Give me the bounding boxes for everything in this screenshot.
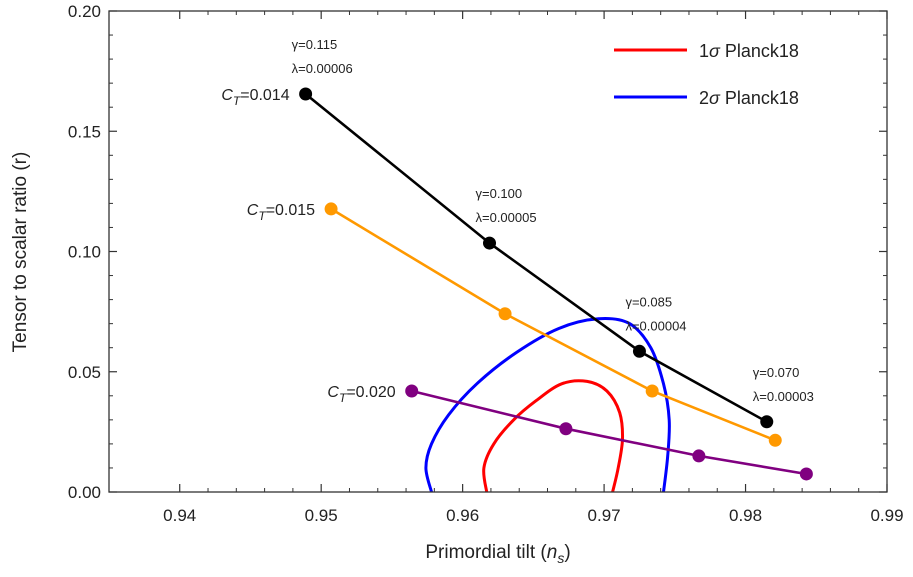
annotation-gamma-3: γ=0.085 bbox=[625, 294, 672, 309]
annotation-gamma-2: γ=0.100 bbox=[476, 186, 523, 201]
legend: 1σ Planck18 2σ Planck18 bbox=[614, 41, 799, 108]
data-point-2-2 bbox=[498, 307, 512, 321]
data-point-3-1 bbox=[405, 384, 419, 398]
data-point-2-1 bbox=[324, 202, 338, 216]
x-tick-label: 0.96 bbox=[446, 506, 479, 525]
x-tick-label: 0.94 bbox=[163, 506, 196, 525]
x-axis-title: Primordial tilt (ns) bbox=[425, 542, 570, 566]
series-labels: CT=0.014 CT=0.015 CT=0.020 bbox=[221, 87, 395, 405]
series-label-1: CT=0.014 bbox=[221, 87, 289, 108]
legend-label-2: 2σ Planck18 bbox=[699, 88, 799, 108]
annotation-lambda-2: λ=0.00005 bbox=[476, 210, 537, 225]
x-tick-label: 0.99 bbox=[870, 506, 903, 525]
axis-ticks: 0.94 0.95 0.96 0.97 0.98 0.99 0.00 0.05 0.10 0.15… bbox=[68, 2, 904, 525]
data-point-1-3 bbox=[632, 344, 646, 358]
series-line-3 bbox=[411, 389, 807, 476]
series-label-2: CT=0.015 bbox=[247, 202, 315, 223]
planck-contours bbox=[424, 317, 671, 493]
y-tick-label: 0.05 bbox=[68, 363, 101, 382]
data-point-2-4 bbox=[768, 433, 782, 447]
series-line-2 bbox=[330, 207, 776, 442]
contour-2sigma bbox=[424, 317, 671, 493]
annotation-lambda-3: λ=0.00004 bbox=[625, 318, 686, 333]
x-tick-label: 0.97 bbox=[588, 506, 621, 525]
y-tick-label: 0.00 bbox=[68, 483, 101, 502]
annotation-lambda-1: λ=0.00006 bbox=[292, 61, 353, 76]
data-point-1-2 bbox=[483, 236, 497, 250]
y-axis-title: Tensor to scalar ratio (r) bbox=[10, 152, 31, 353]
annotation-gamma-1: γ=0.115 bbox=[292, 37, 338, 52]
annotation-gamma-4: γ=0.070 bbox=[753, 365, 800, 380]
series-label-3: CT=0.020 bbox=[327, 384, 395, 405]
data-point-3-2 bbox=[559, 422, 573, 436]
y-tick-label: 0.20 bbox=[68, 2, 101, 21]
y-tick-label: 0.15 bbox=[68, 122, 101, 141]
data-point-1-4 bbox=[760, 415, 774, 429]
annotation-lambda-4: λ=0.00003 bbox=[753, 389, 814, 404]
x-tick-label: 0.95 bbox=[305, 506, 338, 525]
x-tick-label: 0.98 bbox=[729, 506, 762, 525]
data-series bbox=[299, 87, 813, 481]
parameter-annotations: γ=0.115 λ=0.00006 γ=0.100 λ=0.00005 γ=0.085 λ… bbox=[292, 37, 814, 404]
data-point-1-1 bbox=[299, 87, 313, 101]
data-point-3-4 bbox=[799, 467, 813, 481]
data-point-3-3 bbox=[692, 449, 706, 463]
series-line-1 bbox=[304, 92, 768, 423]
data-point-2-3 bbox=[645, 384, 659, 398]
legend-label-1: 1σ Planck18 bbox=[699, 41, 799, 61]
y-tick-label: 0.10 bbox=[68, 243, 101, 262]
